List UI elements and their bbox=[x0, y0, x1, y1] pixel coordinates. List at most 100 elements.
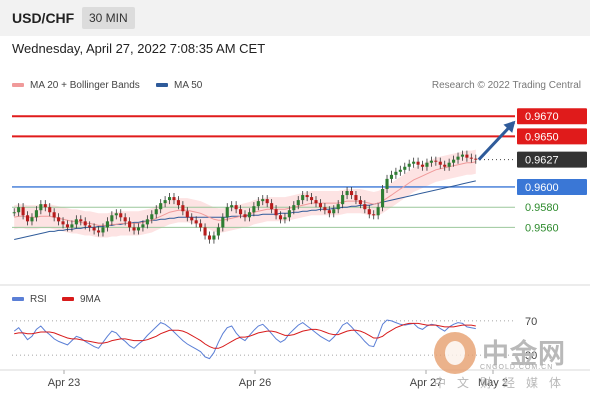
candle-body bbox=[349, 191, 354, 196]
candle-body bbox=[270, 203, 274, 210]
candle-body bbox=[181, 205, 185, 212]
candle-body bbox=[185, 211, 189, 218]
candle-body bbox=[25, 215, 30, 222]
candle-body bbox=[154, 209, 158, 215]
rsi-swatch bbox=[12, 297, 24, 302]
rsi-ma-line bbox=[14, 322, 476, 349]
timeframe-button[interactable]: 30 MIN bbox=[82, 7, 135, 29]
candle-body bbox=[372, 214, 376, 216]
candle-body bbox=[385, 178, 389, 189]
candle-body bbox=[150, 214, 154, 220]
candle-body bbox=[12, 212, 16, 214]
candle-body bbox=[398, 169, 402, 172]
candle-body bbox=[363, 204, 367, 210]
candle-body bbox=[474, 158, 478, 160]
candle-body bbox=[265, 199, 269, 204]
legend-ma50: MA 50 bbox=[156, 80, 202, 91]
copyright-text: Research © 2022 Trading Central bbox=[431, 80, 581, 91]
candle-body bbox=[452, 159, 456, 163]
candle-body bbox=[167, 197, 172, 201]
legend-rsi-ma-label: 9MA bbox=[80, 294, 101, 305]
candle-body bbox=[110, 215, 114, 222]
candle-body bbox=[145, 219, 149, 225]
watermark: 中金网 CNGOLD.COM.CN 中文财经媒体 bbox=[430, 330, 590, 400]
candle-body bbox=[283, 217, 287, 220]
candle-body bbox=[34, 210, 38, 218]
candle-body bbox=[132, 227, 136, 231]
candle-body bbox=[216, 227, 220, 236]
level-label-0.9580: 0.9580 bbox=[525, 202, 559, 214]
candle-body bbox=[274, 209, 278, 216]
ma50-swatch bbox=[156, 83, 168, 88]
candle-body bbox=[460, 154, 465, 157]
candle-body bbox=[70, 224, 74, 228]
watermark-name: 中金网 bbox=[482, 339, 566, 369]
candle-body bbox=[425, 162, 429, 167]
candle-body bbox=[434, 160, 438, 162]
watermark-domain: CNGOLD.COM.CN bbox=[480, 364, 554, 371]
candle-body bbox=[128, 221, 132, 228]
candle-body bbox=[30, 217, 34, 222]
candle-body bbox=[52, 212, 56, 218]
candle-body bbox=[194, 220, 198, 224]
x-label-3: May 2 bbox=[478, 377, 508, 389]
timestamp: Wednesday, April 27, 2022 7:08:35 AM CET bbox=[12, 41, 266, 56]
candle-body bbox=[354, 195, 358, 201]
level-label-bg-0.9627 bbox=[517, 151, 587, 168]
candle-body bbox=[381, 188, 385, 208]
candle-body bbox=[296, 200, 300, 206]
ma20-swatch bbox=[12, 83, 24, 88]
x-label-2: Apr 27 bbox=[410, 377, 442, 389]
candle-body bbox=[243, 214, 247, 218]
candle-body bbox=[261, 199, 265, 202]
legend-rsi-ma: 9MA bbox=[62, 294, 101, 305]
level-label-0.9650: 0.9650 bbox=[525, 131, 559, 143]
candle-body bbox=[105, 221, 109, 228]
candle-body bbox=[199, 223, 203, 228]
candle-body bbox=[65, 224, 70, 228]
candle-body bbox=[292, 205, 296, 211]
level-label-bg-0.9650 bbox=[517, 128, 587, 145]
candle-body bbox=[310, 197, 314, 201]
candle-body bbox=[79, 219, 83, 222]
candle-body bbox=[21, 207, 25, 216]
level-label-0.9600: 0.9600 bbox=[525, 182, 559, 194]
candle-body bbox=[207, 235, 212, 240]
symbol-title: USD/CHF bbox=[12, 10, 75, 26]
candle-body bbox=[447, 162, 451, 167]
candle-body bbox=[83, 221, 87, 226]
candle-body bbox=[101, 227, 105, 233]
candle-body bbox=[172, 197, 176, 201]
x-label-0: Apr 23 bbox=[48, 377, 80, 389]
candle-body bbox=[43, 204, 47, 208]
legend-rsi: RSI bbox=[12, 294, 47, 305]
rsi-line bbox=[13, 319, 476, 360]
candle-body bbox=[327, 210, 331, 214]
candle-body bbox=[287, 210, 291, 218]
candle-body bbox=[163, 200, 167, 204]
candle-body bbox=[336, 204, 340, 210]
candle-body bbox=[332, 209, 336, 214]
candle-body bbox=[247, 212, 251, 218]
candle-body bbox=[407, 163, 411, 167]
candle-body bbox=[230, 205, 234, 208]
candle-body bbox=[429, 160, 433, 163]
candle-body bbox=[141, 224, 145, 228]
candle-body bbox=[416, 161, 420, 165]
candle-body bbox=[256, 201, 260, 207]
legend-bollinger: MA 20 + Bollinger Bands bbox=[12, 80, 140, 91]
candle-body bbox=[212, 235, 216, 240]
candle-body bbox=[323, 207, 327, 211]
candle-body bbox=[367, 209, 371, 215]
candle-body bbox=[438, 161, 442, 165]
candle-body bbox=[394, 171, 398, 175]
candle-body bbox=[443, 164, 447, 167]
candle-body bbox=[225, 207, 229, 218]
candle-body bbox=[123, 217, 127, 222]
level-label-0.9670: 0.9670 bbox=[525, 111, 559, 123]
candle-body bbox=[48, 207, 52, 213]
candle-body bbox=[119, 213, 123, 218]
candle-body bbox=[376, 207, 380, 216]
